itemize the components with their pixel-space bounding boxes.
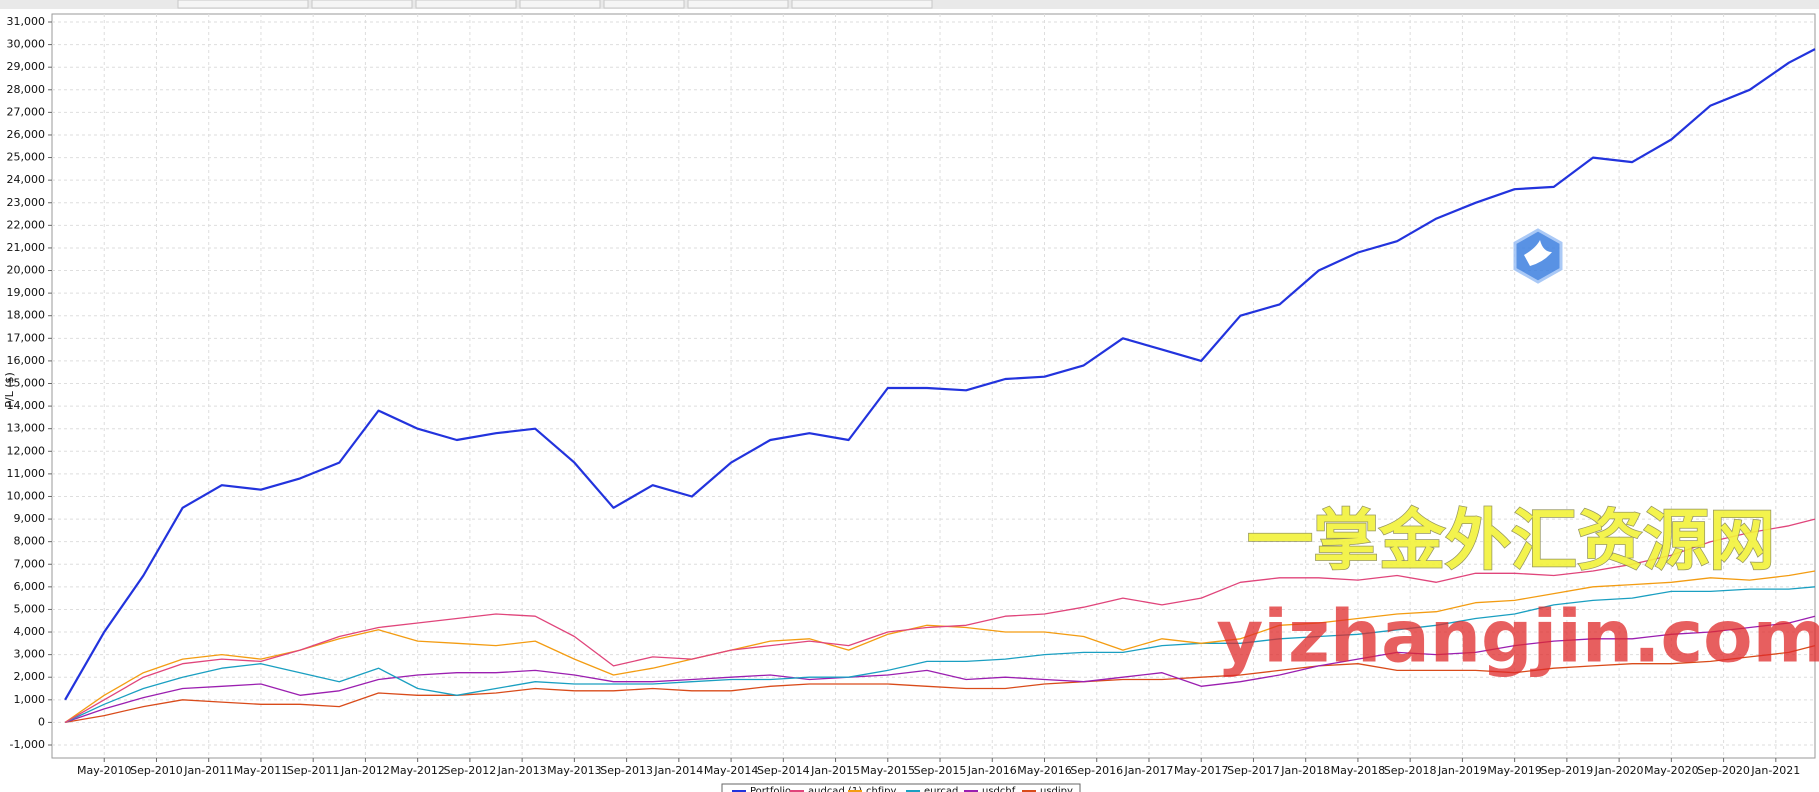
x-tick-label: Sep-2010: [130, 764, 183, 777]
y-tick-label: 26,000: [7, 128, 46, 141]
series-line: [64, 518, 1816, 723]
x-tick-label: Sep-2011: [287, 764, 340, 777]
x-tick-label: Sep-2013: [600, 764, 653, 777]
series-line: [64, 586, 1816, 723]
bird-icon: [1524, 240, 1552, 266]
y-tick-label: 28,000: [7, 83, 46, 96]
x-tick-label: May-2017: [1174, 764, 1229, 777]
y-tick-label: 31,000: [7, 15, 46, 28]
y-tick-label: 19,000: [7, 286, 46, 299]
x-tick-label: Jan-2017: [1124, 764, 1174, 777]
y-tick-label: 7,000: [14, 557, 46, 570]
y-tick-label: 24,000: [7, 173, 46, 186]
y-tick-label: 11,000: [7, 467, 46, 480]
legend-label: chfjpy: [866, 786, 896, 792]
x-tick-label: Sep-2020: [1697, 764, 1750, 777]
x-tick-label: May-2020: [1644, 764, 1699, 777]
x-tick-label: Jan-2013: [497, 764, 547, 777]
y-tick-label: 13,000: [7, 422, 46, 435]
y-tick-label: 4,000: [14, 625, 46, 638]
toolbar-tab[interactable]: [791, 0, 933, 9]
legend-label: usdjpy: [1040, 786, 1073, 792]
y-tick-label: 8,000: [14, 535, 46, 548]
x-tick-label: Sep-2019: [1541, 764, 1594, 777]
x-tick-label: Sep-2014: [757, 764, 810, 777]
y-tick-label: 1,000: [14, 693, 46, 706]
y-tick-label: 14,000: [7, 399, 46, 412]
y-tick-label: 10,000: [7, 489, 46, 502]
y-tick-label: 21,000: [7, 241, 46, 254]
y-tick-label: 16,000: [7, 354, 46, 367]
legend-box: [721, 783, 1081, 792]
x-tick-label: Jan-2011: [183, 764, 233, 777]
x-tick-label: Jan-2012: [340, 764, 390, 777]
x-tick-label: May-2015: [861, 764, 916, 777]
y-tick-label: 20,000: [7, 264, 46, 277]
plot-area: [51, 13, 1816, 759]
y-tick-label: 0: [38, 715, 45, 728]
x-tick-label: Sep-2017: [1227, 764, 1280, 777]
y-tick-label: 2,000: [14, 670, 46, 683]
watermark-url: yizhangjin.com: [1216, 595, 1819, 679]
legend-label: audcad (1): [808, 786, 862, 792]
lines: [64, 48, 1816, 724]
series-line: [64, 615, 1816, 724]
x-tick-label: May-2014: [704, 764, 759, 777]
x-tick-label: May-2016: [1017, 764, 1072, 777]
y-tick-label: 25,000: [7, 151, 46, 164]
x-tick-label: Jan-2019: [1437, 764, 1487, 777]
toolbar-tab[interactable]: [415, 0, 517, 9]
y-tick-label: 15,000: [7, 377, 46, 390]
y-tick-label: 22,000: [7, 218, 46, 231]
y-tick-label: 3,000: [14, 648, 46, 661]
x-tick-label: Jan-2015: [810, 764, 860, 777]
y-tick-label: 12,000: [7, 444, 46, 457]
x-tick-label: May-2010: [77, 764, 132, 777]
grid: -1,000 0 1,000 2,000 3,000 4,000 5,000 6,000 7,0…: [7, 14, 1815, 777]
watermark-icon: [1513, 228, 1563, 284]
series-line: [64, 644, 1816, 724]
x-tick-label: Jan-2014: [653, 764, 703, 777]
legend-label: usdchf: [982, 786, 1016, 792]
x-tick-label: May-2013: [547, 764, 602, 777]
y-tick-label: 18,000: [7, 309, 46, 322]
toolbar: [0, 0, 1819, 9]
legend-label: eurcad: [924, 786, 958, 792]
y-tick-label: 29,000: [7, 60, 46, 73]
x-tick-label: May-2012: [390, 764, 445, 777]
y-tick-label: 30,000: [7, 38, 46, 51]
toolbar-tab[interactable]: [519, 0, 601, 9]
toolbar-tab[interactable]: [177, 0, 309, 9]
x-tick-label: May-2019: [1487, 764, 1542, 777]
x-tick-label: Jan-2018: [1280, 764, 1330, 777]
x-tick-label: Sep-2018: [1384, 764, 1437, 777]
toolbar-tab[interactable]: [687, 0, 789, 9]
watermark-text: 一掌金外汇资源网: [1247, 502, 1775, 579]
x-tick-label: Sep-2016: [1070, 764, 1123, 777]
y-tick-label: 6,000: [14, 580, 46, 593]
series-line: [64, 48, 1816, 701]
x-tick-label: Jan-2021: [1750, 764, 1800, 777]
legend-label: Portfolio: [750, 786, 791, 792]
y-tick-label: 17,000: [7, 331, 46, 344]
y-axis-label: P/L ($): [3, 372, 16, 408]
y-tick-label: 5,000: [14, 602, 46, 615]
y-tick-label: 9,000: [14, 512, 46, 525]
x-tick-label: Jan-2016: [967, 764, 1017, 777]
x-tick-label: Jan-2020: [1594, 764, 1644, 777]
x-tick-label: May-2018: [1331, 764, 1386, 777]
x-tick-label: Sep-2012: [444, 764, 497, 777]
y-tick-label: 27,000: [7, 105, 46, 118]
legend: Portfolio audcad (1) chfjpy eurcad usdchf usd…: [732, 786, 1073, 792]
x-tick-label: Sep-2015: [914, 764, 967, 777]
toolbar-tab[interactable]: [603, 0, 685, 9]
toolbar-tab[interactable]: [311, 0, 413, 9]
y-tick-label: 23,000: [7, 196, 46, 209]
x-tick-label: May-2011: [234, 764, 289, 777]
y-tick-label: -1,000: [10, 738, 45, 751]
